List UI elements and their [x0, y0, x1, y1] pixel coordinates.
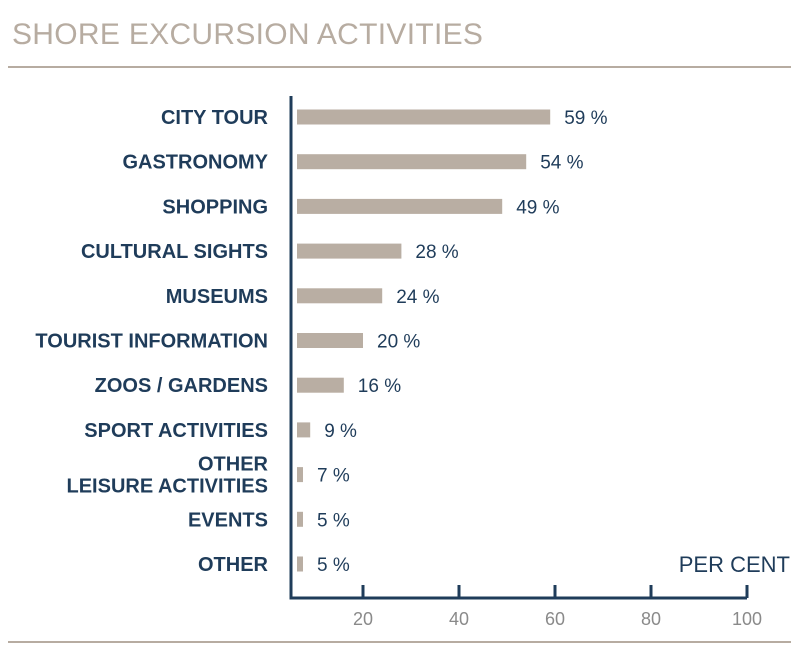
bar-10 [297, 556, 303, 572]
bar-1 [297, 154, 527, 170]
category-label-9: EVENTS [188, 509, 268, 531]
category-label-3: CULTURAL SIGHTS [81, 241, 268, 263]
value-label-8: 7 % [317, 466, 350, 487]
bar-4 [297, 288, 383, 304]
category-label-8: OTHER LEISURE ACTIVITIES [66, 454, 268, 498]
bar-6 [297, 377, 344, 393]
bottom-divider [8, 641, 791, 643]
bar-2 [297, 198, 503, 214]
unit-label: PER CENT [679, 552, 790, 577]
value-label-7: 9 % [324, 421, 357, 442]
value-label-1: 54 % [540, 153, 583, 174]
value-label-0: 59 % [564, 108, 607, 129]
x-tick-label-1: 40 [449, 609, 469, 629]
value-label-5: 20 % [377, 332, 420, 353]
value-label-2: 49 % [516, 197, 559, 218]
bar-5 [297, 333, 363, 348]
category-labels-group: CITY TOUR GASTRONOMY SHOPPING CULTURAL SIGH… [35, 107, 268, 576]
x-tick-label-4: 100 [732, 609, 762, 629]
title-divider [8, 66, 791, 68]
category-label-10: OTHER [198, 554, 269, 576]
value-label-4: 24 % [396, 287, 439, 308]
category-label-6: ZOOS / GARDENS [95, 375, 268, 397]
value-labels-group: 59 % 54 % 49 % 28 % 24 % 20 % 16 % 9 % 7 % 5 % 5 % [317, 108, 608, 576]
category-label-0: CITY TOUR [161, 107, 269, 129]
category-label-2: SHOPPING [162, 196, 268, 218]
x-tick-label-0: 20 [353, 609, 373, 629]
category-label-1: GASTRONOMY [122, 152, 268, 174]
axes-group [289, 96, 749, 600]
category-label-7: SPORT ACTIVITIES [84, 420, 268, 442]
x-tick-label-3: 80 [641, 609, 661, 629]
tick-labels-group: 20 40 60 80 100 [353, 609, 762, 629]
value-label-3: 28 % [415, 242, 458, 263]
value-label-10: 5 % [317, 555, 350, 576]
chart-title: SHORE EXCURSION ACTIVITIES [12, 18, 484, 51]
bar-8 [297, 467, 303, 483]
value-label-9: 5 % [317, 510, 350, 531]
category-label-5: TOURIST INFORMATION [35, 331, 268, 353]
value-label-6: 16 % [358, 376, 401, 397]
x-tick-label-2: 60 [545, 609, 565, 629]
category-label-4: MUSEUMS [166, 286, 268, 308]
bar-9 [297, 511, 303, 527]
bar-3 [297, 243, 402, 259]
bar-0 [297, 109, 551, 125]
bars-group [297, 109, 551, 572]
bar-7 [297, 422, 311, 438]
